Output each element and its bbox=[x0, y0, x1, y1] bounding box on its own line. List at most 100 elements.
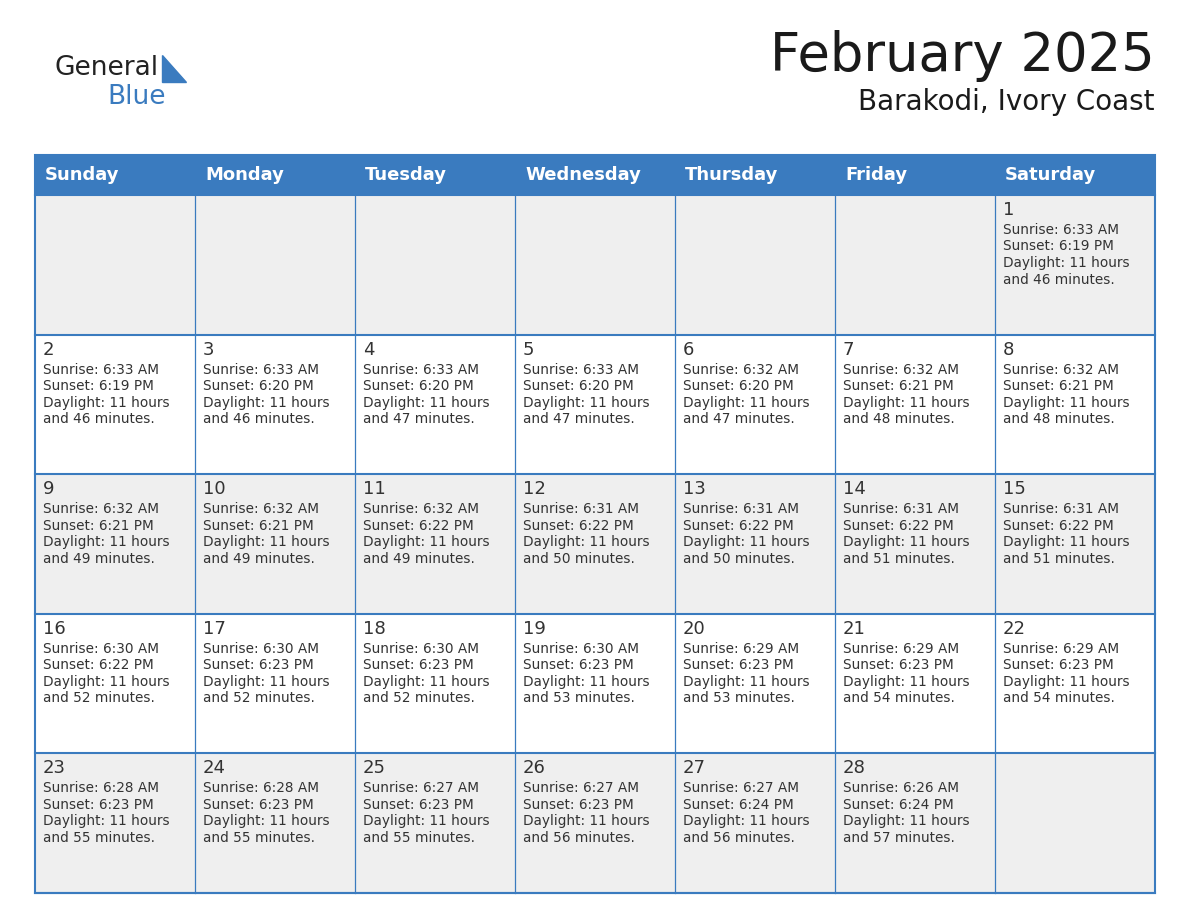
Text: Daylight: 11 hours: Daylight: 11 hours bbox=[43, 396, 170, 409]
Text: Sunrise: 6:28 AM: Sunrise: 6:28 AM bbox=[43, 781, 159, 795]
Text: and 54 minutes.: and 54 minutes. bbox=[1003, 691, 1114, 705]
Bar bbox=[34, 754, 1155, 893]
Text: Daylight: 11 hours: Daylight: 11 hours bbox=[1003, 256, 1130, 270]
Text: Daylight: 11 hours: Daylight: 11 hours bbox=[364, 535, 489, 549]
Text: Daylight: 11 hours: Daylight: 11 hours bbox=[843, 535, 969, 549]
Text: 12: 12 bbox=[523, 480, 545, 498]
Text: Tuesday: Tuesday bbox=[365, 166, 447, 184]
Text: Sunrise: 6:30 AM: Sunrise: 6:30 AM bbox=[364, 642, 479, 655]
Text: and 51 minutes.: and 51 minutes. bbox=[1003, 552, 1114, 565]
Text: and 49 minutes.: and 49 minutes. bbox=[364, 552, 475, 565]
Text: 22: 22 bbox=[1003, 620, 1026, 638]
Bar bbox=[34, 334, 1155, 475]
Text: 19: 19 bbox=[523, 620, 545, 638]
Text: Saturday: Saturday bbox=[1005, 166, 1097, 184]
Text: 26: 26 bbox=[523, 759, 545, 778]
Text: Sunrise: 6:31 AM: Sunrise: 6:31 AM bbox=[523, 502, 639, 516]
Text: Daylight: 11 hours: Daylight: 11 hours bbox=[523, 535, 650, 549]
Text: Sunrise: 6:33 AM: Sunrise: 6:33 AM bbox=[523, 363, 639, 376]
Text: Daylight: 11 hours: Daylight: 11 hours bbox=[843, 675, 969, 688]
Text: 13: 13 bbox=[683, 480, 706, 498]
Text: Sunset: 6:19 PM: Sunset: 6:19 PM bbox=[1003, 240, 1114, 253]
Text: and 49 minutes.: and 49 minutes. bbox=[43, 552, 154, 565]
Text: 7: 7 bbox=[843, 341, 854, 359]
Text: 6: 6 bbox=[683, 341, 694, 359]
Text: Sunset: 6:21 PM: Sunset: 6:21 PM bbox=[843, 379, 954, 393]
Text: 5: 5 bbox=[523, 341, 535, 359]
Text: Sunset: 6:22 PM: Sunset: 6:22 PM bbox=[43, 658, 153, 672]
Text: and 53 minutes.: and 53 minutes. bbox=[523, 691, 634, 705]
Text: Daylight: 11 hours: Daylight: 11 hours bbox=[1003, 675, 1130, 688]
Text: and 56 minutes.: and 56 minutes. bbox=[523, 831, 634, 845]
Text: Sunset: 6:20 PM: Sunset: 6:20 PM bbox=[364, 379, 474, 393]
Bar bbox=[34, 475, 1155, 614]
Text: Sunset: 6:23 PM: Sunset: 6:23 PM bbox=[364, 798, 474, 812]
Text: Sunrise: 6:29 AM: Sunrise: 6:29 AM bbox=[683, 642, 800, 655]
Text: Sunset: 6:20 PM: Sunset: 6:20 PM bbox=[203, 379, 314, 393]
Text: Daylight: 11 hours: Daylight: 11 hours bbox=[364, 396, 489, 409]
Bar bbox=[34, 155, 1155, 893]
Text: 15: 15 bbox=[1003, 480, 1026, 498]
Text: Sunrise: 6:32 AM: Sunrise: 6:32 AM bbox=[203, 502, 320, 516]
Text: 11: 11 bbox=[364, 480, 386, 498]
Text: and 47 minutes.: and 47 minutes. bbox=[364, 412, 475, 426]
Text: Sunrise: 6:33 AM: Sunrise: 6:33 AM bbox=[43, 363, 159, 376]
Text: 18: 18 bbox=[364, 620, 386, 638]
Text: 3: 3 bbox=[203, 341, 215, 359]
Text: Sunset: 6:22 PM: Sunset: 6:22 PM bbox=[683, 519, 794, 532]
Text: Daylight: 11 hours: Daylight: 11 hours bbox=[1003, 535, 1130, 549]
Text: Sunset: 6:20 PM: Sunset: 6:20 PM bbox=[683, 379, 794, 393]
Text: Daylight: 11 hours: Daylight: 11 hours bbox=[683, 396, 810, 409]
Text: 4: 4 bbox=[364, 341, 374, 359]
Text: Sunrise: 6:27 AM: Sunrise: 6:27 AM bbox=[364, 781, 479, 795]
Text: Sunday: Sunday bbox=[45, 166, 120, 184]
Text: 23: 23 bbox=[43, 759, 67, 778]
Text: 1: 1 bbox=[1003, 201, 1015, 219]
Text: Sunrise: 6:26 AM: Sunrise: 6:26 AM bbox=[843, 781, 959, 795]
Text: and 57 minutes.: and 57 minutes. bbox=[843, 831, 955, 845]
Text: Sunrise: 6:33 AM: Sunrise: 6:33 AM bbox=[1003, 223, 1119, 237]
Text: and 55 minutes.: and 55 minutes. bbox=[203, 831, 315, 845]
Text: Daylight: 11 hours: Daylight: 11 hours bbox=[843, 814, 969, 828]
Text: Sunset: 6:24 PM: Sunset: 6:24 PM bbox=[683, 798, 794, 812]
Text: 2: 2 bbox=[43, 341, 55, 359]
Text: 9: 9 bbox=[43, 480, 55, 498]
Text: Monday: Monday bbox=[206, 166, 284, 184]
Text: 10: 10 bbox=[203, 480, 226, 498]
Text: Sunset: 6:23 PM: Sunset: 6:23 PM bbox=[43, 798, 153, 812]
Text: Sunrise: 6:30 AM: Sunrise: 6:30 AM bbox=[523, 642, 639, 655]
Text: and 54 minutes.: and 54 minutes. bbox=[843, 691, 955, 705]
Text: Sunrise: 6:32 AM: Sunrise: 6:32 AM bbox=[43, 502, 159, 516]
Text: Daylight: 11 hours: Daylight: 11 hours bbox=[43, 675, 170, 688]
Text: Sunrise: 6:29 AM: Sunrise: 6:29 AM bbox=[843, 642, 959, 655]
Text: Sunrise: 6:27 AM: Sunrise: 6:27 AM bbox=[683, 781, 800, 795]
Bar bbox=[34, 195, 1155, 334]
Text: Sunset: 6:23 PM: Sunset: 6:23 PM bbox=[203, 658, 314, 672]
Text: 20: 20 bbox=[683, 620, 706, 638]
Text: Sunset: 6:21 PM: Sunset: 6:21 PM bbox=[203, 519, 314, 532]
Text: Daylight: 11 hours: Daylight: 11 hours bbox=[43, 535, 170, 549]
Text: and 46 minutes.: and 46 minutes. bbox=[43, 412, 154, 426]
Text: and 47 minutes.: and 47 minutes. bbox=[523, 412, 634, 426]
Text: Sunrise: 6:33 AM: Sunrise: 6:33 AM bbox=[203, 363, 320, 376]
Text: Sunset: 6:23 PM: Sunset: 6:23 PM bbox=[683, 658, 794, 672]
Bar bbox=[34, 155, 1155, 195]
Text: and 48 minutes.: and 48 minutes. bbox=[1003, 412, 1114, 426]
Text: 17: 17 bbox=[203, 620, 226, 638]
Text: and 52 minutes.: and 52 minutes. bbox=[203, 691, 315, 705]
Text: 25: 25 bbox=[364, 759, 386, 778]
Text: Daylight: 11 hours: Daylight: 11 hours bbox=[203, 814, 329, 828]
Text: and 50 minutes.: and 50 minutes. bbox=[683, 552, 795, 565]
Text: Barakodi, Ivory Coast: Barakodi, Ivory Coast bbox=[859, 88, 1155, 116]
Text: Daylight: 11 hours: Daylight: 11 hours bbox=[683, 814, 810, 828]
Text: Daylight: 11 hours: Daylight: 11 hours bbox=[843, 396, 969, 409]
Text: and 52 minutes.: and 52 minutes. bbox=[43, 691, 154, 705]
Text: 16: 16 bbox=[43, 620, 65, 638]
Text: and 56 minutes.: and 56 minutes. bbox=[683, 831, 795, 845]
Text: and 55 minutes.: and 55 minutes. bbox=[43, 831, 154, 845]
Text: Sunset: 6:19 PM: Sunset: 6:19 PM bbox=[43, 379, 154, 393]
Text: and 50 minutes.: and 50 minutes. bbox=[523, 552, 634, 565]
Text: Sunset: 6:22 PM: Sunset: 6:22 PM bbox=[364, 519, 474, 532]
Text: 28: 28 bbox=[843, 759, 866, 778]
Text: Daylight: 11 hours: Daylight: 11 hours bbox=[203, 675, 329, 688]
